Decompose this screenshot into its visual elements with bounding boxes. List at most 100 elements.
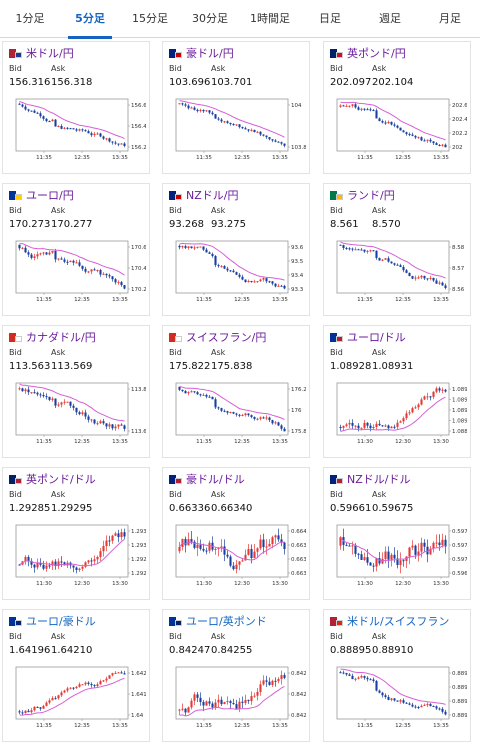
mini-candlestick-chart[interactable]: 0.5974 0.5972 0.597 0.5968 11:30 12:30 13:30 — [329, 521, 467, 595]
mini-candlestick-chart[interactable]: 156.6 156.4 156.2 11:35 12:35 13:35 — [8, 95, 146, 169]
rate-card-header: ユーロ/ドル — [330, 330, 406, 344]
bid-value: 0.88895 — [330, 645, 372, 656]
pair-name-link[interactable]: NZドル/円 — [186, 189, 239, 202]
mini-candlestick-chart[interactable]: 202.6 202.4 202.2 202 11:35 12:35 13:35 — [329, 95, 467, 169]
mini-candlestick-chart[interactable]: 0.8426 0.8424 0.8422 11:35 12:35 13:35 — [168, 663, 306, 737]
mini-candlestick-chart[interactable]: 0.8896 0.8894 0.8892 0.889 11:35 12:35 13:35 — [329, 663, 467, 737]
candle-body — [36, 706, 39, 708]
candle-body — [256, 548, 259, 552]
pair-name-link[interactable]: ユーロ/円 — [26, 189, 74, 202]
mini-candlestick-chart[interactable]: 8.58 8.57 8.56 11:35 12:35 13:35 — [329, 237, 467, 311]
x-tick-label: 13:35 — [433, 297, 449, 303]
mini-candlestick-chart[interactable]: 1.2932 1.293 1.2928 1.2926 11:30 12:30 13:30 — [8, 521, 146, 595]
tab-timeframe-8[interactable]: 月足 — [439, 12, 461, 25]
candle-body — [217, 118, 220, 120]
ask-label: Ask — [211, 632, 226, 641]
mini-candlestick-chart[interactable]: 1.0896 1.0894 1.0892 1.089 1.0888 11:30 12:30 1… — [329, 379, 467, 453]
rate-card[interactable]: 米ドル/円 Bid Ask 156.316 156.318 156.6 156.4 156.2… — [2, 41, 150, 174]
rate-card[interactable]: NZドル/ドルBidAsk0.596610.596750.59740.59720… — [323, 467, 471, 600]
candle-body — [54, 561, 57, 567]
candle-body — [123, 285, 126, 289]
candle-body — [108, 675, 111, 679]
moving-average-line — [340, 241, 446, 279]
candle-body — [187, 246, 190, 248]
tab-timeframe-5[interactable]: 1時間足 — [250, 12, 290, 25]
candle-body — [24, 106, 27, 110]
mini-candlestick-chart[interactable]: 170.6 170.4 170.2 11:35 12:35 13:35 — [8, 237, 146, 311]
candle-body — [84, 268, 87, 272]
y-tick-label: 1.2926 — [131, 571, 146, 577]
pair-name-link[interactable]: 英ポンド/ドル — [26, 473, 96, 486]
candle-body — [268, 281, 271, 283]
candle-body — [238, 124, 241, 128]
rate-card-header: カナダドル/円 — [9, 330, 96, 344]
mini-candlestick-chart[interactable]: 176.2 176 175.8 11:35 12:35 13:35 — [168, 379, 306, 453]
ask-label: Ask — [211, 64, 226, 73]
rate-card[interactable]: ユーロ/ドルBidAsk1.089281.089311.08961.08941.… — [323, 325, 471, 458]
candle-body — [262, 417, 265, 419]
pair-name-link[interactable]: ユーロ/英ポンド — [186, 615, 267, 628]
candle-body — [411, 545, 414, 548]
plot-frame — [336, 524, 450, 578]
candle-body — [202, 246, 205, 250]
candle-body — [268, 681, 271, 685]
mini-candlestick-chart[interactable]: 0.664 0.6638 0.6636 0.6634 11:30 12:30 13:30 — [168, 521, 306, 595]
candle-body — [90, 419, 93, 421]
candle-body — [405, 132, 408, 134]
candle-body — [423, 396, 426, 400]
rate-card[interactable]: NZドル/円 Bid Ask 93.268 93.275 93.6 93.5 93.4 93.3… — [162, 183, 310, 316]
pair-name-link[interactable]: ユーロ/豪ドル — [26, 615, 96, 628]
tab-timeframe-7[interactable]: 週足 — [379, 12, 401, 25]
pair-name-link[interactable]: 英ポンド/円 — [347, 47, 406, 60]
rate-card[interactable]: ユーロ/円 Bid Ask 170.273 170.277 170.6 170.4 170.2… — [2, 183, 150, 316]
bid-value: 202.097 — [330, 77, 372, 88]
pair-name-link[interactable]: 米ドル/円 — [26, 47, 74, 60]
pair-name-link[interactable]: 豪ドル/円 — [186, 47, 234, 60]
pair-name-link[interactable]: カナダドル/円 — [26, 331, 96, 344]
tab-timeframe-1[interactable]: 1分足 — [15, 12, 45, 25]
x-tick-label: 11:35 — [357, 155, 373, 161]
rate-card[interactable]: 豪ドル/ドルBidAsk0.663360.663400.6640.66380.6… — [162, 467, 310, 600]
tab-timeframe-3[interactable]: 15分足 — [132, 12, 168, 25]
rate-card[interactable]: 英ポンド/ドルBidAsk1.292851.292951.29321.2931.… — [2, 467, 150, 600]
candle-body — [265, 680, 268, 682]
pair-name-link[interactable]: 米ドル/スイスフラン — [347, 615, 450, 628]
y-tick-label: 156.6 — [131, 103, 146, 109]
tab-timeframe-4[interactable]: 30分足 — [192, 12, 228, 25]
pair-name-link[interactable]: ランド/円 — [347, 189, 395, 202]
plot-frame — [175, 382, 289, 436]
pair-name-link[interactable]: NZドル/ドル — [347, 473, 411, 486]
mini-candlestick-chart[interactable]: 113.8 113.6 11:35 12:35 13:35 — [8, 379, 146, 453]
pair-name-link[interactable]: 豪ドル/ドル — [186, 473, 245, 486]
currency-flag-icon — [330, 332, 343, 342]
rate-card-header: ユーロ/豪ドル — [9, 614, 96, 628]
mini-candlestick-chart[interactable]: 104 103.8 11:35 12:35 13:35 — [168, 95, 306, 169]
pair-name-link[interactable]: スイスフラン/円 — [186, 331, 267, 344]
rate-card[interactable]: 米ドル/スイスフランBidAsk0.888950.889100.88960.88… — [323, 609, 471, 742]
pair-name-link[interactable]: ユーロ/ドル — [347, 331, 406, 344]
rate-card[interactable]: ランド/円 Bid Ask 8.561 8.570 8.58 8.57 8.56 11:35 12… — [323, 183, 471, 316]
candle-body — [63, 401, 66, 403]
candle-body — [84, 682, 87, 685]
rate-card[interactable]: 豪ドル/円 Bid Ask 103.696 103.701 104 103.8 11:35 12… — [162, 41, 310, 174]
tab-timeframe-2[interactable]: 5分足 — [60, 0, 120, 39]
candle-body — [63, 127, 66, 129]
candle-body — [24, 247, 27, 253]
mini-candlestick-chart[interactable]: 93.6 93.5 93.4 93.3 11:35 12:35 13:35 — [168, 237, 306, 311]
candle-body — [384, 695, 387, 698]
candle-body — [102, 273, 105, 275]
candle-body — [229, 701, 232, 704]
candle-body — [90, 683, 93, 686]
candle-body — [81, 566, 84, 569]
tab-timeframe-6[interactable]: 日足 — [319, 12, 341, 25]
candle-body — [108, 540, 111, 542]
mini-candlestick-chart[interactable]: 1.642 1.641 1.64 11:35 12:35 13:35 — [8, 663, 146, 737]
rate-card[interactable]: カナダドル/円 Bid Ask 113.563 113.569 113.8 113.6 11:… — [2, 325, 150, 458]
candle-body — [208, 110, 211, 113]
currency-flag-icon — [169, 474, 182, 484]
rate-card[interactable]: 英ポンド/円 Bid Ask 202.097 202.104 202.6 202.4 202.… — [323, 41, 471, 174]
rate-card[interactable]: スイスフラン/円 Bid Ask 175.822 175.838 176.2 176 175.… — [162, 325, 310, 458]
rate-card[interactable]: ユーロ/豪ドル Bid Ask 1.64196 1.64210 1.642 1.641 1.6… — [2, 609, 150, 742]
candle-body — [84, 412, 87, 417]
